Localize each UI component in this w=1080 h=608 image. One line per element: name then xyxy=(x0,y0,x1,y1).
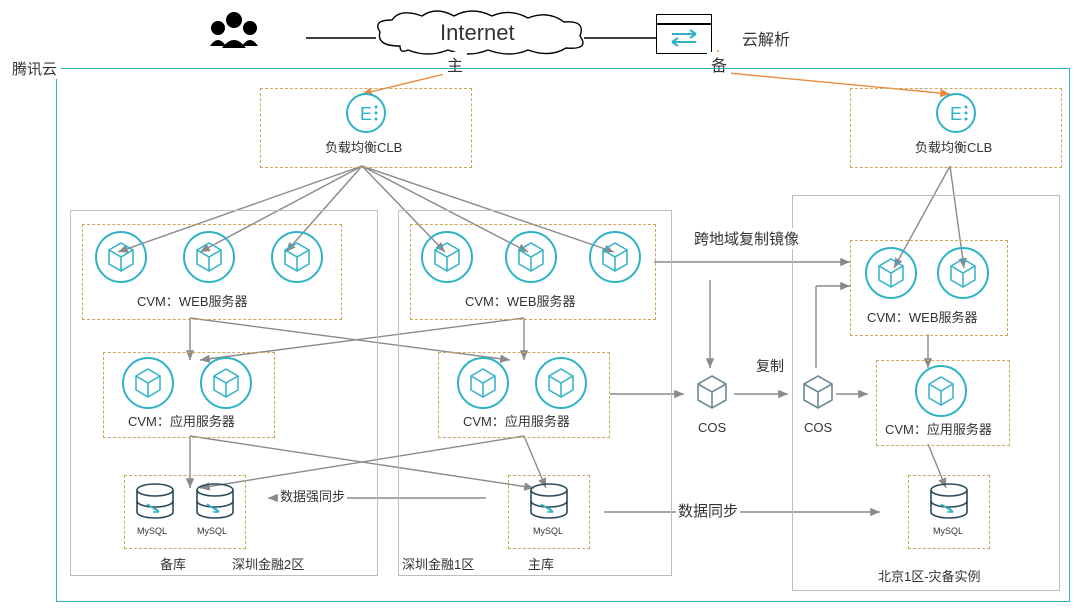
web-label-3: CVM：WEB服务器 xyxy=(867,307,978,326)
cube-icon xyxy=(915,365,967,417)
strong-sync-label: 数据强同步 xyxy=(278,486,347,505)
backup-db-label: 备库 xyxy=(160,554,186,573)
cos-label-1: COS xyxy=(698,420,726,435)
cos-icon xyxy=(796,370,840,414)
cube-icon xyxy=(589,231,641,283)
clb-icon xyxy=(936,93,976,133)
app-box-2: CVM：应用服务器 xyxy=(438,352,610,438)
app-box-1: CVM：应用服务器 xyxy=(103,352,275,438)
cube-icon xyxy=(183,231,235,283)
cube-icon xyxy=(200,357,252,409)
cube-icon xyxy=(937,247,989,299)
web-box-1: CVM：WEB服务器 xyxy=(82,224,342,320)
cube-icon xyxy=(122,357,174,409)
internet-label: Internet xyxy=(440,20,515,46)
cube-icon xyxy=(457,357,509,409)
mysql-label: MySQL xyxy=(533,526,563,536)
primary-db-label: 主库 xyxy=(528,554,554,573)
cos-label-2: COS xyxy=(804,420,832,435)
browser-icon xyxy=(656,14,712,54)
mysql-label: MySQL xyxy=(933,526,963,536)
clb-box-2: 负载均衡CLB xyxy=(850,88,1062,168)
mysql-label: MySQL xyxy=(197,526,227,536)
users-icon xyxy=(206,8,262,52)
app-label-1: CVM：应用服务器 xyxy=(128,411,235,430)
zone2-label: 深圳金融2区 xyxy=(232,554,304,573)
web-box-3: CVM：WEB服务器 xyxy=(850,240,1008,336)
internet-cloud: Internet xyxy=(370,10,590,58)
cube-icon xyxy=(95,231,147,283)
cube-icon xyxy=(421,231,473,283)
mysql-label: MySQL xyxy=(137,526,167,536)
cube-icon xyxy=(271,231,323,283)
clb-label-1: 负载均衡CLB xyxy=(325,137,402,156)
app-label-2: CVM：应用服务器 xyxy=(463,411,570,430)
beijing-label: 北京1区-灾备实例 xyxy=(878,566,981,585)
web-label-1: CVM：WEB服务器 xyxy=(137,291,248,310)
cos-icon xyxy=(690,370,734,414)
copy-label: 复制 xyxy=(754,356,786,376)
tencent-label: 腾讯云 xyxy=(8,58,61,79)
zone1-label: 深圳金融1区 xyxy=(402,554,474,573)
dns-label: 云解析 xyxy=(742,26,790,50)
db-icon xyxy=(527,482,571,522)
cube-icon xyxy=(865,247,917,299)
clb-box-1: 负载均衡CLB xyxy=(260,88,472,168)
db-icon xyxy=(927,482,971,522)
web-box-2: CVM：WEB服务器 xyxy=(410,224,656,320)
cross-region-label: 跨地域复制镜像 xyxy=(692,228,801,249)
clb-icon xyxy=(346,93,386,133)
data-sync-label: 数据同步 xyxy=(676,500,740,521)
cube-icon xyxy=(505,231,557,283)
db-icon xyxy=(133,482,177,522)
app-box-3: CVM：应用服务器 xyxy=(876,360,1010,446)
clb-label-2: 负载均衡CLB xyxy=(915,137,992,156)
db-box-2: MySQL xyxy=(508,475,590,549)
db-box-1: MySQL MySQL xyxy=(124,475,246,549)
db-icon xyxy=(193,482,237,522)
cube-icon xyxy=(535,357,587,409)
web-label-2: CVM：WEB服务器 xyxy=(465,291,576,310)
db-box-3: MySQL xyxy=(908,475,990,549)
app-label-3: CVM：应用服务器 xyxy=(885,419,992,438)
